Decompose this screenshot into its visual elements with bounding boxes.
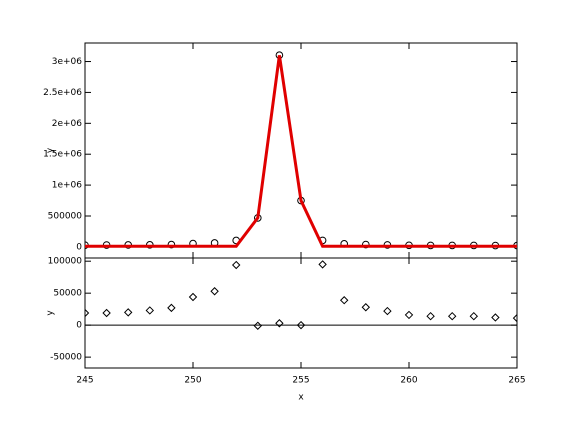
- fit-line: [85, 55, 517, 248]
- residual-point: [339, 296, 349, 305]
- residual-point: [491, 313, 500, 322]
- x-axis-label: x: [298, 393, 304, 403]
- residual-point: [404, 310, 414, 320]
- residual-point: [512, 313, 517, 323]
- y-tick-label: 50000: [53, 289, 82, 299]
- x-tick-label: 255: [292, 376, 309, 386]
- residual-point: [426, 311, 435, 321]
- y-tick-label: 2e+06: [52, 119, 83, 129]
- residual-point: [447, 311, 457, 321]
- x-tick-label: 250: [184, 376, 201, 386]
- x-tick-label: 260: [400, 376, 417, 386]
- y-tick-label: 0: [76, 321, 82, 331]
- residual-point: [188, 292, 198, 302]
- y-tick-label: 100000: [48, 257, 83, 267]
- x-tick-label: 265: [508, 376, 525, 386]
- plot-frame: [84, 42, 518, 259]
- y-tick-label: -50000: [50, 353, 82, 363]
- residual-point: [253, 321, 263, 330]
- residual-point: [210, 287, 219, 296]
- data-point: [362, 240, 370, 249]
- residual-point: [231, 260, 241, 270]
- y-tick-label: 3e+06: [52, 57, 83, 67]
- data-point: [167, 240, 176, 249]
- y-tick-label: 2.5e+06: [43, 88, 82, 98]
- y-tick-label: 0: [76, 242, 82, 252]
- residual-point: [167, 303, 176, 313]
- residual-point: [318, 260, 327, 269]
- residual-point: [85, 308, 90, 318]
- residual-point: [145, 306, 155, 315]
- residual-point: [383, 306, 392, 316]
- residual-point: [296, 320, 306, 330]
- residual-point: [123, 308, 133, 317]
- y-tick-label: 1e+06: [52, 181, 83, 191]
- residual-point: [469, 311, 479, 321]
- residual-point: [361, 303, 371, 312]
- y-tick-label: 500000: [48, 211, 83, 221]
- residual-point: [102, 308, 111, 318]
- y-axis-label: y: [46, 147, 56, 153]
- y-tick-label: 1.5e+06: [43, 150, 82, 160]
- x-tick-label: 245: [76, 376, 93, 386]
- y-axis-label: y: [46, 310, 56, 316]
- residual-point: [275, 319, 284, 328]
